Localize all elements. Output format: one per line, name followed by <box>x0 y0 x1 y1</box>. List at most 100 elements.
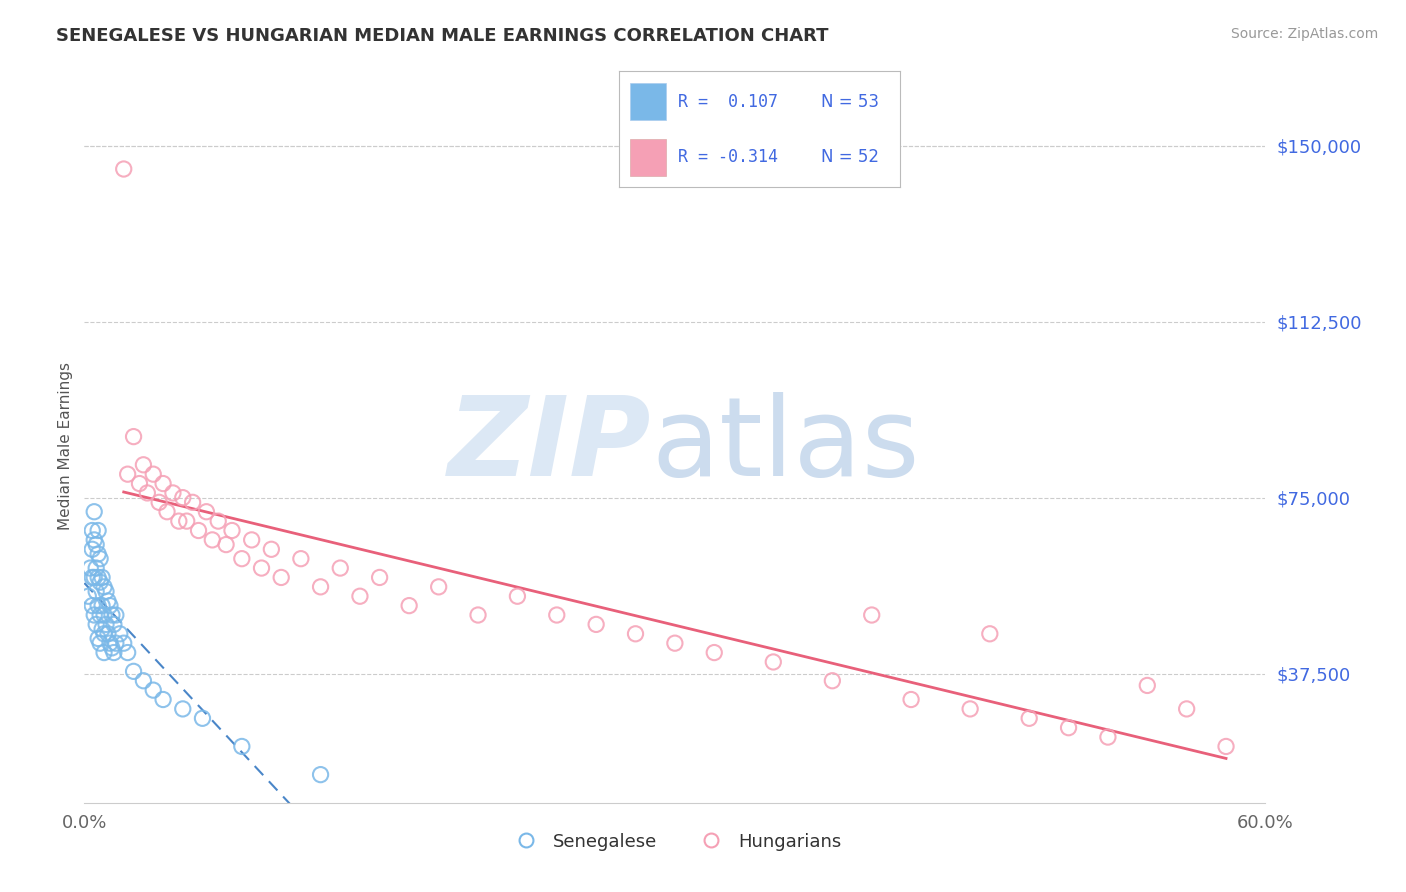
Point <box>84 538 107 552</box>
Point <box>122 429 145 443</box>
Point <box>97 627 120 641</box>
Point <box>94 617 117 632</box>
Point <box>87 524 110 538</box>
Point <box>270 570 292 584</box>
Point <box>195 505 218 519</box>
Point <box>1097 730 1119 744</box>
Point <box>181 495 204 509</box>
Point <box>117 646 139 660</box>
Point <box>128 476 150 491</box>
Bar <box>630 138 666 176</box>
Point <box>104 636 127 650</box>
Text: R =  0.107: R = 0.107 <box>678 93 778 111</box>
Point <box>103 646 125 660</box>
Point <box>132 458 155 472</box>
Point <box>94 584 117 599</box>
Point <box>87 547 110 561</box>
Point <box>821 673 844 688</box>
Point <box>87 632 110 646</box>
Point <box>82 542 104 557</box>
Point <box>77 589 100 603</box>
Point <box>87 599 110 613</box>
Point <box>112 636 135 650</box>
Point <box>187 524 209 538</box>
Point <box>290 551 312 566</box>
Point <box>368 570 391 584</box>
Point <box>132 673 155 688</box>
Point <box>162 486 184 500</box>
Text: N = 53: N = 53 <box>821 93 879 111</box>
Point <box>176 514 198 528</box>
Point <box>309 767 332 781</box>
Text: Source: ZipAtlas.com: Source: ZipAtlas.com <box>1230 27 1378 41</box>
Point <box>89 607 111 622</box>
Point <box>1018 711 1040 725</box>
Point <box>215 538 238 552</box>
Point <box>117 467 139 482</box>
Point <box>1136 678 1159 692</box>
Point <box>221 524 243 538</box>
Point <box>89 551 111 566</box>
Point <box>93 646 115 660</box>
Point <box>546 607 568 622</box>
Point <box>1057 721 1080 735</box>
Point <box>82 570 104 584</box>
Point <box>900 692 922 706</box>
Point <box>240 533 263 547</box>
Point <box>101 640 124 655</box>
Point <box>506 589 529 603</box>
Text: SENEGALESE VS HUNGARIAN MEDIAN MALE EARNINGS CORRELATION CHART: SENEGALESE VS HUNGARIAN MEDIAN MALE EARN… <box>56 27 828 45</box>
Point <box>201 533 224 547</box>
Point <box>467 607 489 622</box>
Point <box>91 599 114 613</box>
Point <box>89 575 111 590</box>
Point <box>136 486 159 500</box>
Point <box>97 594 120 608</box>
Point <box>624 627 647 641</box>
Point <box>959 702 981 716</box>
Point <box>231 739 253 754</box>
Point <box>152 476 174 491</box>
Point <box>84 617 107 632</box>
Bar <box>630 83 666 120</box>
Text: R = -0.314: R = -0.314 <box>678 148 778 166</box>
Point <box>585 617 607 632</box>
Point <box>122 665 145 679</box>
Point <box>664 636 686 650</box>
Point <box>91 570 114 584</box>
Point <box>1175 702 1198 716</box>
Point <box>167 514 190 528</box>
Point <box>89 636 111 650</box>
Point <box>91 622 114 636</box>
Point <box>148 495 170 509</box>
Point <box>309 580 332 594</box>
Point <box>427 580 450 594</box>
Point <box>250 561 273 575</box>
Point <box>142 467 165 482</box>
Point <box>82 599 104 613</box>
Point <box>103 617 125 632</box>
Point <box>98 636 121 650</box>
Point <box>84 584 107 599</box>
Point <box>260 542 283 557</box>
Point <box>82 524 104 538</box>
Point <box>79 561 101 575</box>
Point <box>101 607 124 622</box>
Point <box>83 607 105 622</box>
Point <box>84 561 107 575</box>
Text: ZIP: ZIP <box>447 392 651 500</box>
Point <box>979 627 1001 641</box>
Y-axis label: Median Male Earnings: Median Male Earnings <box>58 362 73 530</box>
Point <box>83 533 105 547</box>
Point <box>142 683 165 698</box>
Point <box>231 551 253 566</box>
Point <box>87 570 110 584</box>
Point <box>156 505 179 519</box>
Point <box>172 491 194 505</box>
Legend: Senegalese, Hungarians: Senegalese, Hungarians <box>501 826 849 858</box>
Point <box>172 702 194 716</box>
Point <box>104 607 127 622</box>
Point <box>112 161 135 176</box>
Point <box>93 580 115 594</box>
Point <box>93 627 115 641</box>
